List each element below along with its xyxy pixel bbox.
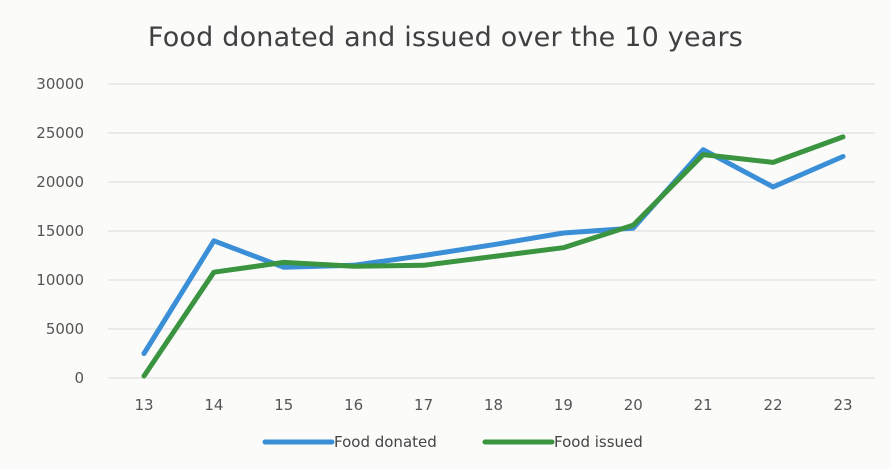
gridlines [108,83,875,379]
data-point-food-donated-19 [561,230,566,235]
data-point-food-issued-16 [351,264,356,269]
x-tick-label-16: 16 [344,396,363,414]
data-point-food-issued-17 [421,263,426,268]
legend-label-food-donated: Food donated [334,433,437,451]
x-tick-label-15: 15 [274,396,293,414]
data-point-food-issued-23 [841,134,846,139]
series-lines [141,134,846,379]
data-point-food-issued-13 [142,374,147,379]
y-tick-label-20000: 20000 [36,173,84,191]
x-tick-label-17: 17 [414,396,433,414]
data-point-food-issued-15 [281,260,286,265]
data-point-food-donated-22 [771,184,776,189]
x-tick-label-22: 22 [764,396,783,414]
data-point-food-donated-21 [701,147,706,152]
data-point-food-donated-17 [421,253,426,258]
data-point-food-issued-21 [701,152,706,157]
y-tick-label-30000: 30000 [36,75,84,93]
data-point-food-issued-18 [491,254,496,259]
series-line-food-issued [141,134,846,379]
data-point-food-donated-15 [281,265,286,270]
chart-title: Food donated and issued over the 10 year… [147,22,744,53]
series-line-food-donated [141,147,846,356]
data-point-food-donated-13 [142,351,147,356]
x-tick-label-23: 23 [833,396,852,414]
y-tick-label-15000: 15000 [36,222,84,240]
data-point-food-issued-22 [771,160,776,165]
data-point-food-issued-19 [561,245,566,250]
x-tick-label-20: 20 [624,396,643,414]
data-point-food-donated-23 [841,154,846,159]
x-tick-label-14: 14 [204,396,223,414]
data-point-food-issued-20 [631,223,636,228]
y-tick-label-10000: 10000 [36,271,84,289]
legend-label-food-issued: Food issued [554,433,643,451]
y-tick-label-5000: 5000 [46,320,84,338]
x-tick-label-18: 18 [484,396,503,414]
x-tick-label-13: 13 [134,396,153,414]
x-tick-label-19: 19 [554,396,573,414]
y-tick-label-25000: 25000 [36,124,84,142]
y-tick-label-0: 0 [74,369,84,387]
data-point-food-donated-14 [211,238,216,243]
axis-labels: 0 5000 10000 15000 20000 25000 30000 13 14 15 16 17… [36,75,852,414]
legend: Food donated Food issued [262,433,643,451]
data-point-food-issued-14 [211,270,216,275]
data-point-food-donated-18 [491,242,496,247]
x-tick-label-21: 21 [694,396,713,414]
